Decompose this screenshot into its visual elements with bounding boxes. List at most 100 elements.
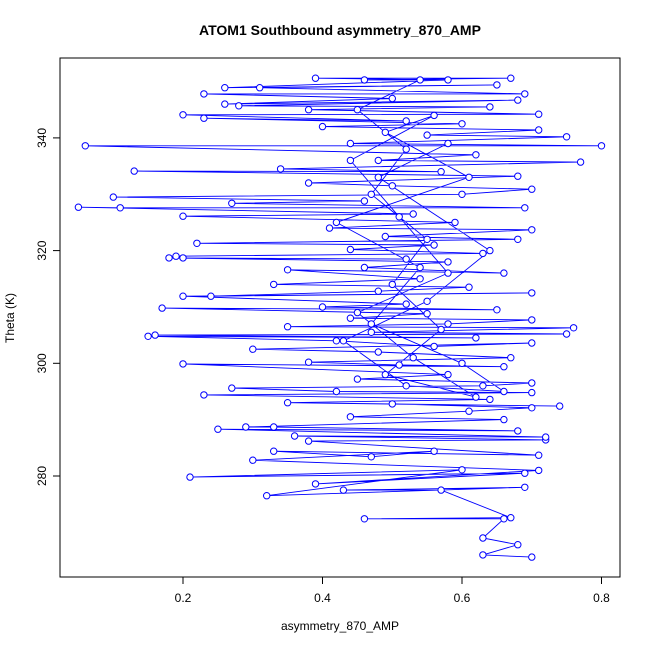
data-point	[416, 76, 424, 84]
data-point	[507, 74, 515, 82]
data-point	[179, 254, 187, 262]
data-point	[325, 224, 334, 232]
data-point	[458, 190, 466, 199]
data-point	[521, 90, 529, 98]
data-point	[109, 193, 118, 201]
data-point	[249, 456, 257, 464]
data-point	[283, 323, 292, 331]
data-point	[597, 142, 606, 150]
data-point	[423, 131, 431, 139]
data-point	[500, 363, 508, 371]
data-point	[465, 407, 473, 415]
data-point	[228, 384, 236, 392]
data-point	[493, 306, 501, 314]
data-point	[263, 492, 271, 500]
data-point	[521, 469, 529, 477]
data-point	[374, 156, 382, 165]
data-point	[304, 106, 313, 114]
data-point	[381, 370, 389, 379]
data-point	[374, 287, 382, 295]
data-point	[451, 218, 459, 227]
data-point	[207, 292, 215, 300]
data-point	[304, 179, 313, 187]
y-tick-label: 280	[35, 466, 49, 486]
data-point	[395, 361, 403, 369]
data-series	[74, 74, 606, 561]
data-point	[479, 551, 487, 559]
data-point	[535, 110, 543, 118]
data-point	[569, 324, 578, 332]
data-point	[535, 466, 543, 475]
data-point	[193, 239, 201, 248]
data-point	[437, 486, 445, 494]
data-point	[186, 473, 194, 481]
data-point	[542, 433, 550, 441]
data-point	[423, 310, 431, 318]
data-point	[465, 283, 473, 291]
data-point	[402, 382, 410, 390]
data-point	[528, 388, 536, 397]
data-point	[514, 172, 522, 180]
data-point	[332, 218, 341, 227]
data-point	[444, 258, 452, 266]
data-point	[381, 232, 389, 241]
data-point	[409, 210, 417, 218]
data-point	[151, 331, 159, 339]
data-point	[332, 387, 341, 396]
data-point	[493, 81, 501, 89]
data-point	[200, 114, 208, 122]
data-point	[311, 480, 320, 488]
data-point	[179, 292, 187, 300]
data-point	[346, 413, 355, 421]
data-point	[360, 76, 369, 84]
data-point	[116, 204, 124, 212]
data-point	[409, 354, 417, 362]
data-point	[395, 213, 403, 221]
data-point	[374, 173, 382, 182]
data-point	[74, 203, 83, 211]
data-point	[430, 111, 438, 120]
data-point	[179, 212, 187, 220]
plot-frame	[59, 57, 621, 578]
data-point	[130, 167, 138, 175]
x-tick-label: 0.8	[593, 591, 610, 605]
data-point	[444, 76, 452, 84]
data-point	[388, 280, 396, 289]
data-point	[562, 330, 571, 338]
y-axis-title: Theta (K)	[3, 293, 17, 343]
data-point	[179, 111, 187, 119]
x-tick-label: 0.2	[175, 591, 192, 605]
data-point	[479, 249, 487, 258]
data-point	[214, 425, 222, 433]
data-point	[360, 515, 369, 523]
data-point	[416, 263, 424, 272]
data-point	[437, 168, 445, 176]
data-point	[353, 106, 362, 114]
data-point	[465, 173, 473, 182]
data-point	[472, 393, 480, 401]
data-point	[528, 553, 536, 561]
y-tick-label: 340	[35, 128, 49, 148]
y-axis: 280 300 320 340	[35, 128, 61, 486]
data-point	[339, 337, 348, 345]
data-point	[346, 314, 355, 322]
data-point	[318, 122, 327, 131]
data-point	[172, 252, 180, 260]
data-point	[367, 328, 375, 336]
data-point	[528, 226, 536, 234]
data-point	[535, 126, 543, 134]
data-point	[514, 235, 522, 244]
data-point	[556, 402, 564, 410]
data-point	[304, 358, 313, 366]
data-point	[528, 316, 536, 324]
data-point	[423, 235, 431, 244]
data-point	[535, 451, 543, 459]
data-point	[486, 395, 494, 404]
data-point	[256, 84, 264, 92]
data-point	[374, 348, 382, 356]
data-point	[458, 466, 466, 474]
data-point	[367, 453, 375, 461]
data-point	[367, 320, 375, 328]
data-point	[388, 400, 396, 408]
data-point	[388, 94, 396, 103]
